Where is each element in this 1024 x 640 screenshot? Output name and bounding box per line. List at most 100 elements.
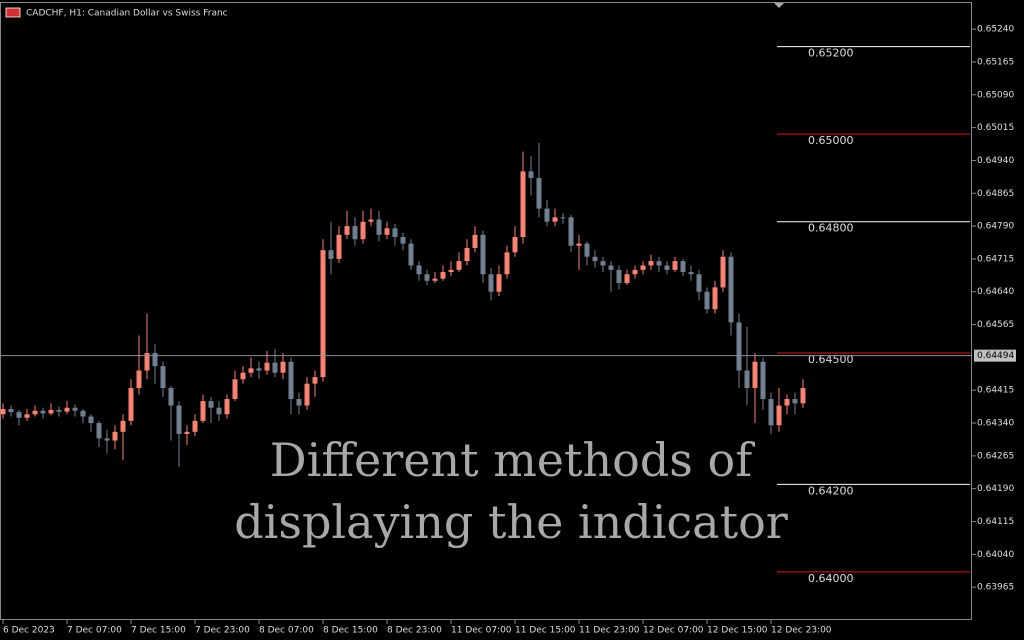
candle-body xyxy=(568,217,574,246)
x-tick-label: 7 Dec 07:00 xyxy=(67,626,122,636)
annotation: Different methods of xyxy=(270,433,755,487)
candle-body xyxy=(240,372,246,380)
candle-body xyxy=(640,265,646,270)
candle-body xyxy=(232,379,238,399)
x-tick-label: 12 Dec 07:00 xyxy=(643,626,704,636)
x-tick-label: 8 Dec 15:00 xyxy=(323,626,378,636)
candle-body xyxy=(312,377,318,384)
candle-body xyxy=(464,247,470,262)
y-tick-label: 0.64415 xyxy=(977,386,1014,396)
candle-body xyxy=(184,431,190,434)
candle-body xyxy=(536,177,542,209)
y-tick-label: 0.64865 xyxy=(977,189,1014,199)
candle-body xyxy=(16,412,22,418)
y-tick-label: 0.64565 xyxy=(977,320,1014,330)
x-tick-label: 8 Dec 23:00 xyxy=(387,626,442,636)
candle-body xyxy=(328,250,334,259)
candle-body xyxy=(720,256,726,288)
candle-body xyxy=(456,261,462,270)
candle-body xyxy=(728,256,734,323)
y-tick-label: 0.64940 xyxy=(977,156,1014,166)
candle-body xyxy=(96,423,102,439)
candle-body xyxy=(376,219,382,235)
y-tick-label: 0.63965 xyxy=(977,583,1014,593)
candle-body xyxy=(24,414,30,418)
candle-body xyxy=(424,274,430,281)
y-tick-label: 0.64115 xyxy=(977,517,1014,527)
candle-body xyxy=(48,409,54,414)
candle-body xyxy=(576,243,582,246)
x-tick-label: 11 Dec 15:00 xyxy=(515,626,576,636)
candle-body xyxy=(248,368,254,373)
candle-body xyxy=(64,407,70,412)
y-tick-label: 0.64340 xyxy=(977,419,1014,429)
level-label: 0.65200 xyxy=(808,47,854,60)
symbol-icon xyxy=(5,7,21,18)
candle-body xyxy=(272,362,278,373)
candle-body xyxy=(472,234,478,248)
candle-body xyxy=(72,407,78,411)
candle-body xyxy=(176,405,182,434)
candle-body xyxy=(368,219,374,222)
x-tick-label: 12 Dec 15:00 xyxy=(707,626,768,636)
level-label: 0.64800 xyxy=(808,222,854,235)
current-price-label: 0.64494 xyxy=(977,351,1014,361)
y-tick-label: 0.65165 xyxy=(977,57,1014,67)
candle-body xyxy=(672,261,678,270)
x-tick-label: 11 Dec 23:00 xyxy=(579,626,640,636)
candle-body xyxy=(608,265,614,270)
y-tick-label: 0.64640 xyxy=(977,287,1014,297)
candle-body xyxy=(680,261,686,273)
y-tick-label: 0.65015 xyxy=(977,123,1014,133)
candle-body xyxy=(360,221,366,240)
marks xyxy=(0,142,806,467)
candle-body xyxy=(696,274,702,292)
candle-body xyxy=(216,407,222,415)
candle-body xyxy=(480,234,486,275)
chart-title: CADCHF, H1: Canadian Dollar vs Swiss Fra… xyxy=(26,9,228,19)
candle-body xyxy=(688,272,694,275)
candle-body xyxy=(168,388,174,406)
candle-body xyxy=(616,269,622,283)
level-label: 0.65000 xyxy=(808,134,854,147)
candle-body xyxy=(264,362,270,371)
candle-body xyxy=(224,398,230,415)
annotation: displaying the indicator xyxy=(234,495,788,549)
candle-body xyxy=(304,383,310,406)
level-label: 0.64200 xyxy=(808,484,854,497)
x-tick-label: 11 Dec 07:00 xyxy=(451,626,512,636)
candle-body xyxy=(648,261,654,266)
candle-body xyxy=(288,361,294,399)
x-tick-label: 12 Dec 23:00 xyxy=(771,626,832,636)
candle-body xyxy=(0,409,6,415)
y-tick-label: 0.65240 xyxy=(977,25,1014,35)
candle-body xyxy=(336,234,342,259)
candle-body xyxy=(560,217,566,219)
candle-body xyxy=(528,171,534,178)
x-tick-label: 8 Dec 07:00 xyxy=(259,626,314,636)
candle-body xyxy=(664,265,670,270)
candle-body xyxy=(520,171,526,238)
y-tick-label: 0.64265 xyxy=(977,451,1014,461)
candle-body xyxy=(144,353,150,371)
candle-body xyxy=(488,274,494,292)
candle-body xyxy=(136,370,142,389)
candle-body xyxy=(784,398,790,406)
candle-body xyxy=(40,410,46,414)
candle-body xyxy=(776,405,782,426)
candle-body xyxy=(208,401,214,408)
candle-body xyxy=(752,361,758,389)
candle-body xyxy=(760,361,766,399)
candle-body xyxy=(600,261,606,266)
candle-body xyxy=(256,368,262,371)
candle-body xyxy=(544,208,550,222)
candle-body xyxy=(632,269,638,275)
candle-body xyxy=(504,252,510,275)
candle-body xyxy=(592,256,598,262)
plot-frame xyxy=(0,2,972,620)
candle-body xyxy=(552,217,558,222)
candle-body xyxy=(152,353,158,367)
candle-body xyxy=(128,388,134,421)
